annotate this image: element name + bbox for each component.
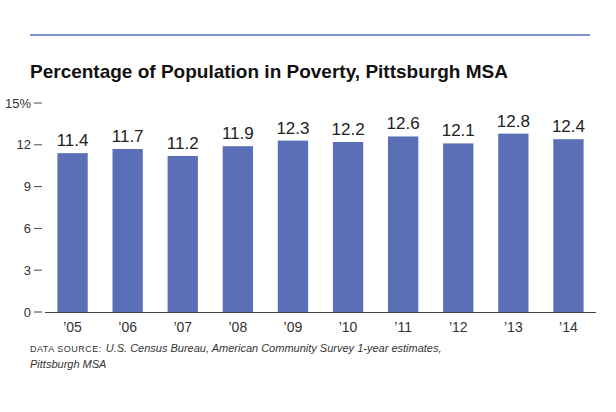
data-label: 12.2	[332, 120, 365, 139]
y-tick	[34, 270, 42, 271]
data-label: 12.1	[442, 121, 475, 140]
y-tick	[34, 144, 42, 145]
bar	[443, 143, 473, 312]
bar	[498, 134, 528, 312]
source-label: DATA SOURCE:	[30, 344, 102, 354]
x-tick-label: ’12	[449, 319, 468, 335]
bar	[278, 141, 308, 312]
y-tick	[34, 312, 42, 313]
top-rule	[30, 34, 590, 36]
y-tick-label: 15%	[5, 96, 31, 111]
bar	[112, 149, 142, 312]
x-tick-label: ’09	[284, 319, 303, 335]
x-axis	[45, 312, 596, 313]
data-label: 11.9	[222, 124, 254, 143]
x-tick-label: ’08	[229, 319, 248, 335]
x-tick-label: ’06	[118, 319, 137, 335]
x-tick-label: ’07	[173, 319, 192, 335]
x-tick-label: ’11	[394, 319, 412, 335]
bar	[223, 146, 253, 312]
data-label: 12.6	[387, 114, 420, 133]
data-label: 12.8	[497, 112, 530, 131]
x-tick-label: ’14	[559, 319, 578, 335]
source-note: DATA SOURCE:U.S. Census Bureau, American…	[30, 341, 490, 372]
bars	[57, 134, 583, 312]
data-label: 12.3	[276, 119, 309, 138]
y-tick-label: 6	[24, 221, 31, 236]
y-tick-label: 0	[24, 305, 31, 320]
title: Percentage of Population in Poverty, Pit…	[30, 61, 508, 82]
y-tick	[34, 103, 42, 104]
y-tick-label: 12	[17, 137, 31, 152]
data-label: 11.4	[57, 131, 89, 150]
x-tick-label: ’05	[63, 319, 82, 335]
x-tick-label: ’13	[504, 319, 523, 335]
bar	[333, 142, 363, 312]
x-tick-label: ’10	[339, 319, 358, 335]
bar	[553, 139, 583, 312]
data-label: 11.7	[112, 127, 144, 146]
bar	[57, 153, 87, 312]
data-label: 12.4	[552, 117, 585, 136]
y-tick	[34, 228, 42, 229]
y-tick	[34, 186, 42, 187]
y-tick-label: 9	[24, 179, 31, 194]
y-tick-label: 3	[24, 263, 31, 278]
page: {"chart_data": {"type": "bar", "title": …	[0, 0, 616, 412]
data-label: 11.2	[167, 134, 199, 153]
bar	[388, 136, 418, 312]
bar	[168, 156, 198, 312]
